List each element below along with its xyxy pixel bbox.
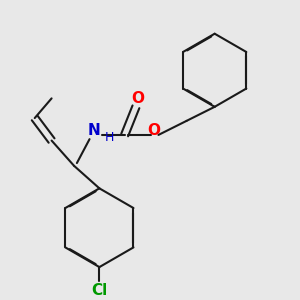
Text: O: O (131, 92, 144, 106)
Text: O: O (148, 123, 161, 138)
Text: N: N (87, 123, 100, 138)
Text: Cl: Cl (91, 284, 107, 298)
Text: H: H (104, 131, 114, 144)
